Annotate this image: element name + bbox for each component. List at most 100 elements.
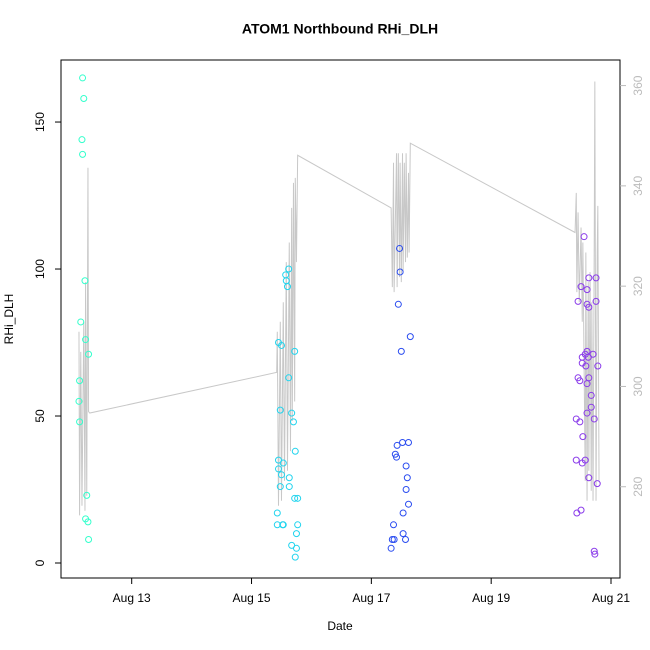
point: [402, 462, 410, 470]
chart-title: ATOM1 Northbound RHi_DLH: [242, 21, 438, 37]
point: [572, 456, 580, 464]
point: [291, 347, 299, 355]
point: [393, 441, 401, 449]
x-tick-label: Aug 19: [472, 591, 510, 605]
point: [285, 374, 293, 382]
point: [394, 300, 402, 308]
point: [285, 265, 293, 273]
plot-frame: [60, 59, 621, 579]
point: [289, 418, 297, 426]
y-axis-label: RHi_DLH: [2, 294, 16, 345]
point: [274, 465, 282, 473]
point: [399, 530, 407, 538]
y-tick-label: 50: [33, 409, 47, 423]
point: [82, 336, 90, 344]
y2-tick-label: 280: [631, 476, 645, 496]
point: [390, 521, 398, 529]
point: [285, 474, 293, 482]
point: [79, 150, 87, 158]
point: [592, 297, 600, 305]
y2-tick-label: 300: [631, 376, 645, 396]
point: [294, 494, 302, 502]
x-tick-label: Aug 15: [233, 591, 271, 605]
point: [403, 474, 411, 482]
point: [291, 494, 299, 502]
point: [283, 283, 291, 291]
point: [583, 380, 591, 388]
y-tick-label: 100: [33, 259, 47, 279]
point: [583, 286, 591, 294]
point: [583, 409, 591, 417]
point: [399, 438, 407, 446]
point: [276, 483, 284, 491]
point: [587, 391, 595, 399]
point: [388, 535, 396, 543]
point: [580, 233, 588, 241]
point: [292, 530, 300, 538]
point: [578, 459, 586, 467]
point: [291, 447, 299, 455]
point: [397, 347, 405, 355]
point: [85, 350, 93, 358]
point: [406, 333, 414, 341]
point: [76, 418, 84, 426]
point: [576, 377, 584, 385]
point: [288, 409, 296, 417]
point: [579, 433, 587, 441]
point: [84, 518, 92, 526]
point: [279, 521, 287, 529]
point: [76, 377, 84, 385]
point: [396, 244, 404, 252]
point: [81, 277, 89, 285]
point: [277, 341, 285, 349]
point: [75, 397, 83, 405]
y-tick-label: 0: [33, 559, 47, 566]
point: [399, 509, 407, 517]
point: [387, 544, 395, 552]
point: [77, 318, 85, 326]
point: [574, 297, 582, 305]
point: [584, 353, 592, 361]
y2-tick-label: 320: [631, 276, 645, 296]
point: [291, 553, 299, 561]
point: [85, 535, 93, 543]
point: [402, 535, 410, 543]
point: [582, 362, 590, 370]
point: [576, 418, 584, 426]
x-axis-label: Date: [327, 619, 353, 633]
point: [292, 544, 300, 552]
point: [294, 521, 302, 529]
point: [396, 268, 404, 276]
y-tick-label: 150: [33, 112, 47, 132]
point: [285, 483, 293, 491]
point: [592, 274, 600, 282]
point: [79, 74, 87, 82]
point: [585, 303, 593, 311]
x-tick-label: Aug 13: [113, 591, 151, 605]
point: [277, 471, 285, 479]
x-tick-label: Aug 21: [592, 591, 630, 605]
point: [405, 500, 413, 508]
point: [591, 550, 599, 558]
point: [402, 486, 410, 494]
point: [587, 403, 595, 411]
point: [393, 453, 401, 461]
y2-tick-label: 360: [631, 75, 645, 95]
point: [577, 283, 585, 291]
point: [594, 362, 602, 370]
point: [83, 491, 91, 499]
y2-tick-label: 340: [631, 176, 645, 196]
point: [585, 274, 593, 282]
point: [590, 547, 598, 555]
point: [276, 406, 284, 414]
point: [590, 415, 598, 423]
point: [585, 474, 593, 482]
point: [279, 459, 287, 467]
point: [78, 136, 86, 144]
point: [573, 509, 581, 517]
x-tick-label: Aug 17: [352, 591, 390, 605]
point: [593, 480, 601, 488]
point: [80, 95, 88, 103]
